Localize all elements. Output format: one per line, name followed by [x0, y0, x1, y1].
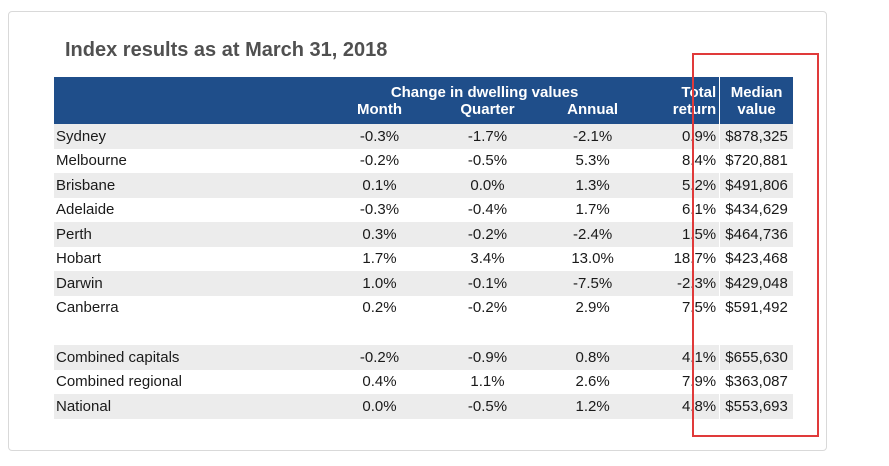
table-row: Adelaide -0.3% -0.4% 1.7% 6.1% $434,629 [54, 197, 793, 222]
total-return: -2.3% [676, 274, 717, 292]
quarter-change: -0.2% [467, 299, 508, 317]
annual-change: 13.0% [571, 250, 614, 268]
total-return: 0.9% [681, 127, 717, 145]
median-value: $553,693 [719, 394, 793, 419]
quarter-change: 1.1% [470, 373, 505, 391]
table-header-row-2: Month Quarter Annual return value [54, 101, 793, 124]
city-name: Combined capitals [56, 348, 180, 366]
quarter-change: -0.4% [467, 201, 508, 219]
month-change: -0.2% [359, 152, 400, 170]
header-total-line1: Total [648, 77, 720, 101]
table-row: Sydney -0.3% -1.7% -2.1% 0.9% $878,325 [54, 124, 793, 149]
annual-change: -7.5% [572, 274, 613, 292]
header-total-line2: return [648, 101, 720, 124]
index-results-table: Change in dwelling values Total Median M… [54, 77, 793, 419]
city-name: Hobart [56, 250, 102, 268]
month-change: 0.2% [362, 299, 397, 317]
page-title: Index results as at March 31, 2018 [65, 39, 388, 61]
median-value: $591,492 [719, 295, 793, 320]
table-row: Combined regional 0.4% 1.1% 2.6% 7.9% $3… [54, 369, 793, 394]
city-name: Sydney [56, 127, 107, 145]
median-value: $464,736 [719, 222, 793, 247]
city-name: Brisbane [56, 176, 116, 194]
annual-change: 2.9% [575, 299, 610, 317]
header-month: Month [320, 101, 439, 124]
total-return: 18.7% [673, 250, 717, 268]
annual-change: 1.3% [575, 176, 610, 194]
city-name: Perth [56, 225, 92, 243]
table-row: Perth 0.3% -0.2% -2.4% 1.5% $464,736 [54, 222, 793, 247]
quarter-change: -0.5% [467, 397, 508, 415]
header-city-blank-2 [54, 101, 321, 124]
median-value: $878,325 [719, 124, 793, 149]
median-value: $429,048 [719, 271, 793, 296]
median-value: $655,630 [719, 345, 793, 370]
month-change: 0.4% [362, 373, 397, 391]
quarter-change: -0.5% [467, 152, 508, 170]
spacer-cell [54, 320, 793, 345]
quarter-change: -1.7% [467, 127, 508, 145]
table-row: Melbourne -0.2% -0.5% 5.3% 8.4% $720,881 [54, 148, 793, 173]
table-header-row-1: Change in dwelling values Total Median [54, 77, 793, 101]
quarter-change: -0.1% [467, 274, 508, 292]
total-return: 1.5% [681, 225, 717, 243]
header-annual: Annual [536, 101, 649, 124]
month-change: 0.1% [362, 176, 397, 194]
annual-change: -2.1% [572, 127, 613, 145]
total-return: 6.1% [681, 201, 717, 219]
table-row: Darwin 1.0% -0.1% -7.5% -2.3% $429,048 [54, 271, 793, 296]
header-change-group: Change in dwelling values [320, 77, 649, 101]
city-name: Melbourne [56, 152, 127, 170]
median-value: $434,629 [719, 197, 793, 222]
annual-change: 2.6% [575, 373, 610, 391]
median-value: $491,806 [719, 173, 793, 198]
month-change: -0.3% [359, 201, 400, 219]
annual-change: 0.8% [575, 348, 610, 366]
month-change: -0.3% [359, 127, 400, 145]
month-change: 1.0% [362, 274, 397, 292]
table-row: Canberra 0.2% -0.2% 2.9% 7.5% $591,492 [54, 295, 793, 320]
median-value: $423,468 [719, 246, 793, 271]
total-return: 4.1% [681, 348, 717, 366]
quarter-change: 3.4% [470, 250, 505, 268]
annual-change: 1.7% [575, 201, 610, 219]
total-return: 8.4% [681, 152, 717, 170]
city-name: Darwin [56, 274, 103, 292]
quarter-change: 0.0% [470, 176, 505, 194]
total-return: 7.5% [681, 299, 717, 317]
quarter-change: -0.9% [467, 348, 508, 366]
quarter-change: -0.2% [467, 225, 508, 243]
month-change: -0.2% [359, 348, 400, 366]
annual-change: 5.3% [575, 152, 610, 170]
median-value: $363,087 [719, 369, 793, 394]
table-row: National 0.0% -0.5% 1.2% 4.8% $553,693 [54, 394, 793, 419]
spacer-row [54, 320, 793, 345]
header-city-blank [54, 77, 321, 101]
month-change: 0.3% [362, 225, 397, 243]
header-quarter: Quarter [438, 101, 537, 124]
city-name: Canberra [56, 299, 119, 317]
total-return: 5.2% [681, 176, 717, 194]
annual-change: 1.2% [575, 397, 610, 415]
median-value: $720,881 [719, 148, 793, 173]
table-row: Brisbane 0.1% 0.0% 1.3% 5.2% $491,806 [54, 173, 793, 198]
city-name: Adelaide [56, 201, 115, 219]
month-change: 1.7% [362, 250, 397, 268]
table-row: Hobart 1.7% 3.4% 13.0% 18.7% $423,468 [54, 246, 793, 271]
header-median-line2: value [719, 101, 793, 124]
total-return: 7.9% [681, 373, 717, 391]
table-row: Combined capitals -0.2% -0.9% 0.8% 4.1% … [54, 345, 793, 370]
annual-change: -2.4% [572, 225, 613, 243]
total-return: 4.8% [681, 397, 717, 415]
city-name: Combined regional [56, 373, 182, 391]
city-name: National [56, 397, 112, 415]
month-change: 0.0% [362, 397, 397, 415]
header-median-line1: Median [719, 77, 793, 101]
